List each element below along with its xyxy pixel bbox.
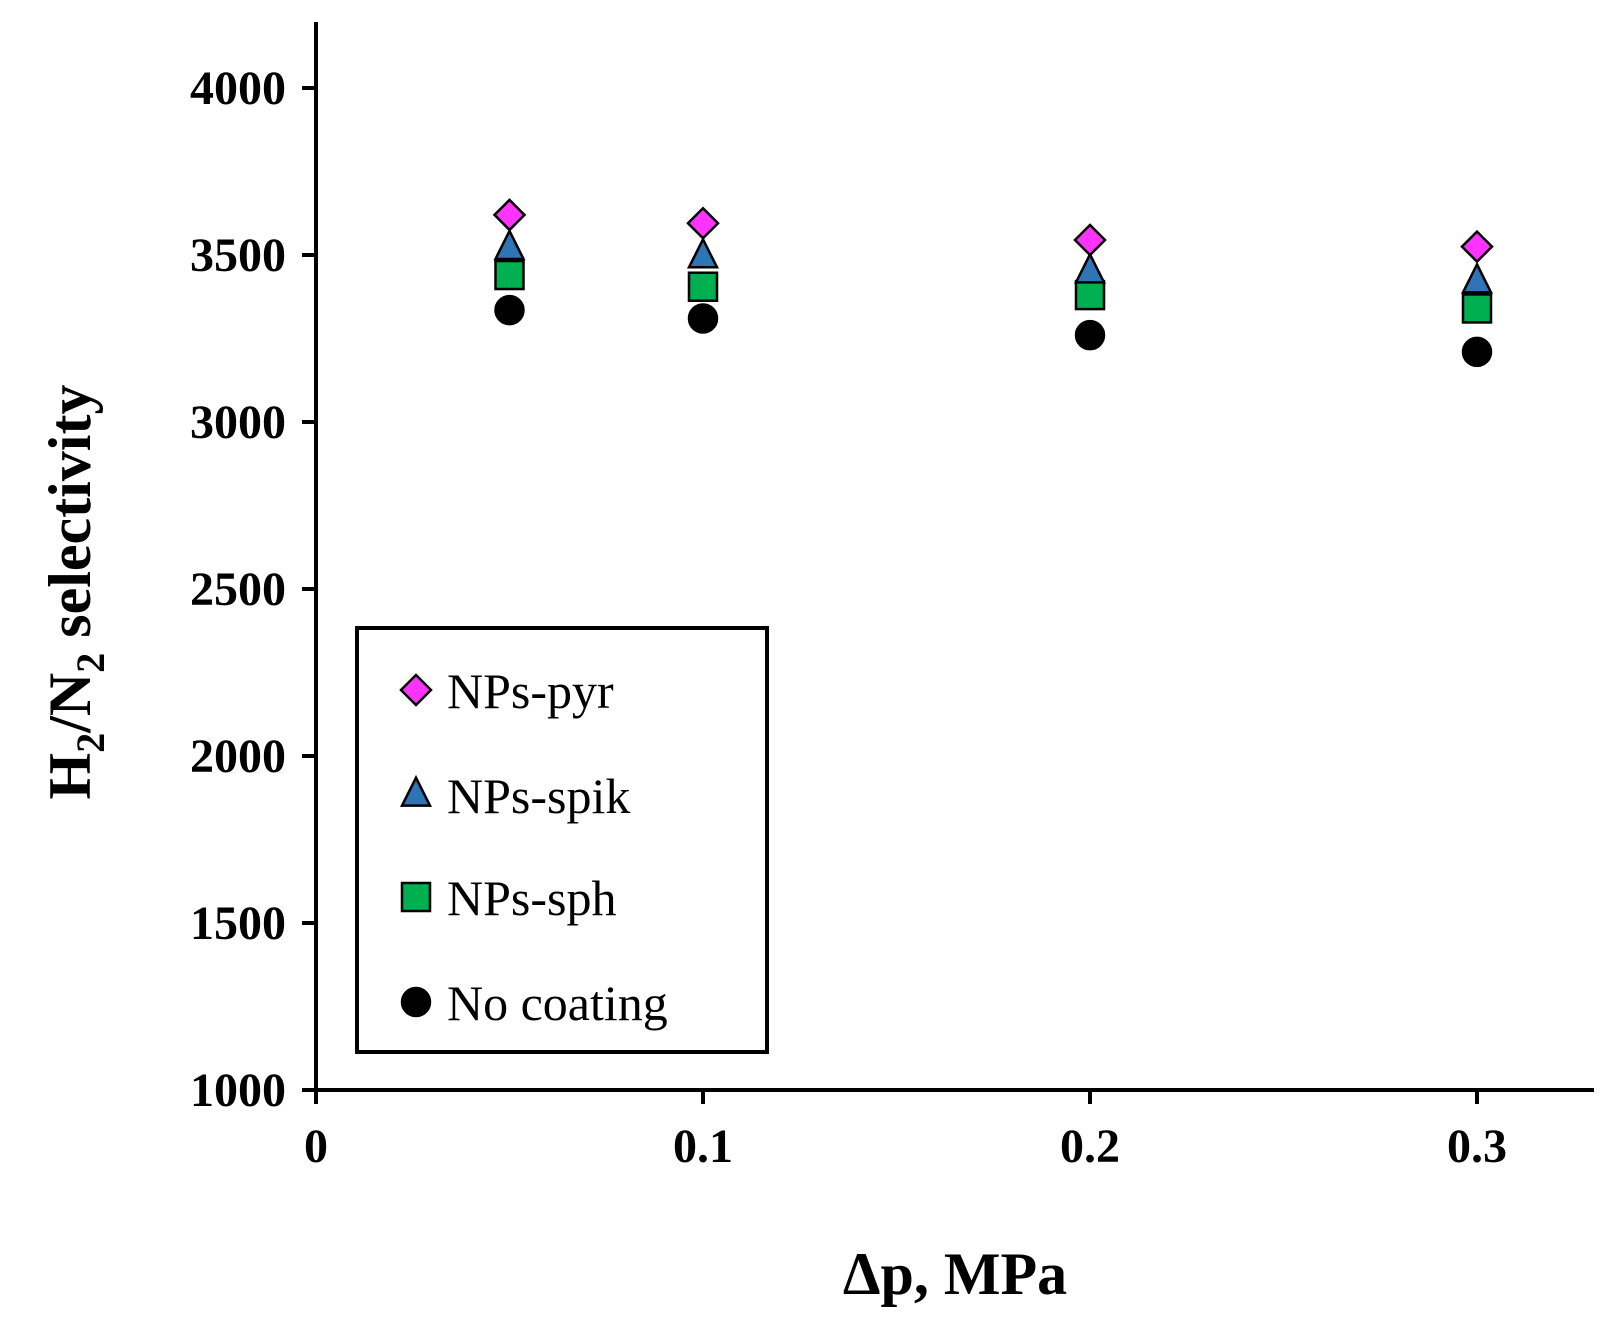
data-point-no-coating (687, 303, 719, 334)
y-axis-title-part: /N (37, 673, 103, 734)
data-point-nps-sph (1074, 279, 1106, 311)
x-tick-label: 0.2 (1060, 1120, 1120, 1173)
legend-label: NPs-sph (447, 870, 616, 926)
data-point-nps-spik (686, 236, 720, 269)
data-point-nps-sph (494, 259, 525, 291)
legend-label: NPs-spik (447, 768, 630, 824)
y-tick-label: 4000 (190, 62, 286, 115)
y-axis-title-subscript: 2 (68, 653, 113, 673)
x-ticks: 0 0.1 0.2 0.3 (304, 1090, 1507, 1173)
data-point-nps-pyr (1073, 223, 1107, 257)
y-tick-label: 1000 (190, 1064, 286, 1117)
x-tick-label: 0.1 (673, 1120, 733, 1173)
data-point-nps-pyr (686, 206, 720, 241)
data-points (492, 198, 1494, 368)
data-point-nps-sph (687, 271, 719, 302)
legend: NPs-pyr NPs-spik NPs-sph No coating (355, 626, 769, 1054)
y-axis-title-part: selectivity (37, 385, 103, 653)
axes (314, 22, 1594, 1092)
legend-marker-no-coating (400, 986, 432, 1018)
legend-marker-nps-sph (400, 881, 432, 913)
x-axis-title: Δp, MPa (843, 1241, 1067, 1307)
y-axis-title-subscript: 2 (68, 733, 113, 753)
data-point-nps-spik (1073, 251, 1107, 284)
data-point-nps-pyr (1460, 229, 1494, 264)
x-tick-label: 0.3 (1447, 1120, 1507, 1173)
y-axis-title: H2/N2 selectivity (37, 385, 113, 800)
y-tick-label: 1500 (190, 897, 286, 950)
legend-label: NPs-pyr (447, 663, 614, 719)
data-point-no-coating (1074, 319, 1106, 351)
x-tick-label: 0 (304, 1120, 328, 1173)
data-point-nps-spik (493, 228, 526, 261)
y-tick-label: 3500 (190, 229, 286, 282)
legend-items: NPs-pyr NPs-spik NPs-sph No coating (399, 663, 668, 1031)
y-tick-label: 2500 (190, 563, 286, 616)
legend-marker-nps-pyr (399, 673, 433, 707)
data-point-no-coating (494, 294, 525, 326)
data-point-nps-sph (1461, 293, 1493, 324)
legend-label: No coating (447, 975, 668, 1031)
data-point-nps-spik (1460, 261, 1494, 294)
data-point-no-coating (1461, 336, 1493, 368)
y-ticks: 1000 1500 2000 2500 3000 3500 4000 (190, 62, 316, 1117)
legend-marker-nps-spik (399, 774, 433, 807)
legend-box (355, 626, 769, 1054)
y-axis-title-part: H (37, 753, 103, 800)
data-point-nps-pyr (492, 198, 527, 232)
y-tick-label: 3000 (190, 396, 286, 449)
y-tick-label: 2000 (190, 730, 286, 783)
